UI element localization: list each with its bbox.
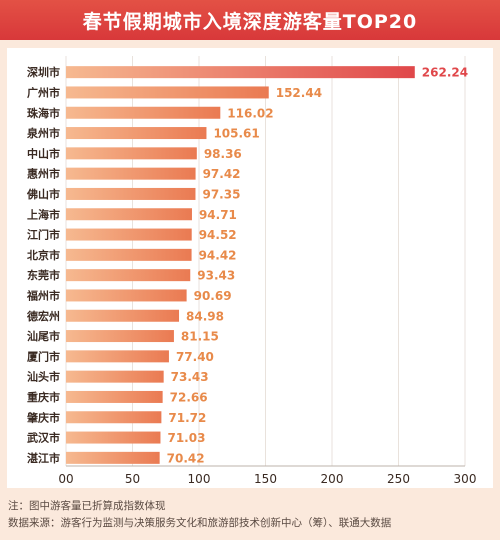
category-label: 佛山市: [26, 187, 60, 201]
category-label: 福州市: [26, 288, 60, 302]
bar-江门市: [66, 228, 192, 241]
footer: 注：图中游客量已折算成指数体现 数据来源：游客行为监测与决策服务文化和旅游部技术…: [8, 498, 494, 532]
category-label: 深圳市: [27, 65, 60, 79]
x-tick-label: 100: [188, 472, 211, 486]
bar-重庆市: [66, 390, 163, 403]
value-label: 94.42: [199, 248, 237, 262]
value-label: 105.61: [213, 127, 259, 141]
value-label: 81.15: [181, 330, 219, 344]
value-label: 90.69: [194, 289, 232, 303]
value-label: 97.35: [202, 187, 240, 201]
bar-上海市: [66, 208, 192, 221]
category-label: 东莞市: [27, 268, 60, 282]
chart-title: 春节假期城市入境深度游客量TOP20: [82, 10, 418, 33]
category-label: 汕头市: [27, 370, 60, 384]
category-label: 厦门市: [27, 349, 60, 363]
title-decoration-right: [414, 0, 500, 40]
x-tick-label: 300: [454, 472, 477, 486]
category-label: 汕尾市: [27, 329, 60, 343]
bar-惠州市: [66, 167, 196, 180]
value-label: 116.02: [227, 106, 273, 120]
bar-湛江市: [66, 451, 160, 464]
bar-东莞市: [66, 269, 191, 282]
value-label: 152.44: [276, 86, 322, 100]
value-label: 84.98: [186, 309, 224, 323]
bar-汕头市: [66, 370, 164, 383]
value-label: 97.42: [203, 167, 241, 181]
category-label: 珠海市: [27, 106, 60, 120]
category-label: 重庆市: [27, 390, 60, 404]
footer-note: 注：图中游客量已折算成指数体现: [8, 500, 166, 512]
category-label: 中山市: [27, 146, 60, 160]
bar-chart: 深圳市 262.24 广州市 152.44 珠海市 116.02 泉州市 105.61 中山市 9…: [26, 56, 477, 486]
bar-珠海市: [66, 106, 221, 119]
x-tick-label: 150: [254, 472, 277, 486]
category-label: 惠州市: [27, 167, 60, 181]
bar-福州市: [66, 289, 187, 302]
bar-汕尾市: [66, 330, 174, 343]
value-label: 98.36: [204, 147, 242, 161]
footer-source: 数据来源：游客行为监测与决策服务文化和旅游部技术创新中心（筹）、联通大数据: [8, 517, 392, 529]
value-label: 73.43: [171, 370, 209, 384]
bar-德宏州: [66, 309, 180, 322]
category-label: 德宏州: [26, 309, 60, 323]
value-label: 70.42: [167, 451, 205, 465]
bar-广州市: [66, 86, 269, 99]
bar-肇庆市: [66, 411, 162, 424]
value-label: 72.66: [170, 390, 208, 404]
category-label: 肇庆市: [26, 410, 60, 424]
x-tick-label: 200: [321, 472, 344, 486]
value-label: 94.52: [199, 228, 237, 242]
bar-泉州市: [66, 127, 207, 140]
chart-panel: 深圳市 262.24 广州市 152.44 珠海市 116.02 泉州市 105.61 中山市 9…: [7, 48, 493, 488]
category-label: 武汉市: [27, 431, 60, 445]
bar-厦门市: [66, 350, 169, 363]
bar-深圳市: [66, 66, 415, 79]
bar-中山市: [66, 147, 197, 160]
bar-武汉市: [66, 431, 161, 444]
bar-佛山市: [66, 187, 196, 200]
x-tick-label: 00: [58, 472, 73, 486]
value-label: 77.40: [176, 350, 214, 364]
value-label: 94.71: [199, 208, 237, 222]
value-label: 262.24: [422, 66, 468, 80]
category-label: 北京市: [27, 248, 60, 262]
bar-北京市: [66, 248, 192, 261]
category-label: 泉州市: [26, 126, 60, 140]
value-label: 71.03: [167, 431, 205, 445]
x-tick-label: 50: [125, 472, 140, 486]
category-label: 湛江市: [27, 451, 60, 465]
title-bar: 春节假期城市入境深度游客量TOP20: [0, 0, 500, 40]
category-label: 上海市: [27, 207, 60, 221]
category-label: 江门市: [27, 228, 60, 242]
value-label: 71.72: [168, 411, 206, 425]
title-decoration-left: [0, 0, 86, 40]
x-tick-label: 250: [387, 472, 410, 486]
value-label: 93.43: [197, 269, 235, 283]
category-label: 广州市: [27, 85, 60, 99]
